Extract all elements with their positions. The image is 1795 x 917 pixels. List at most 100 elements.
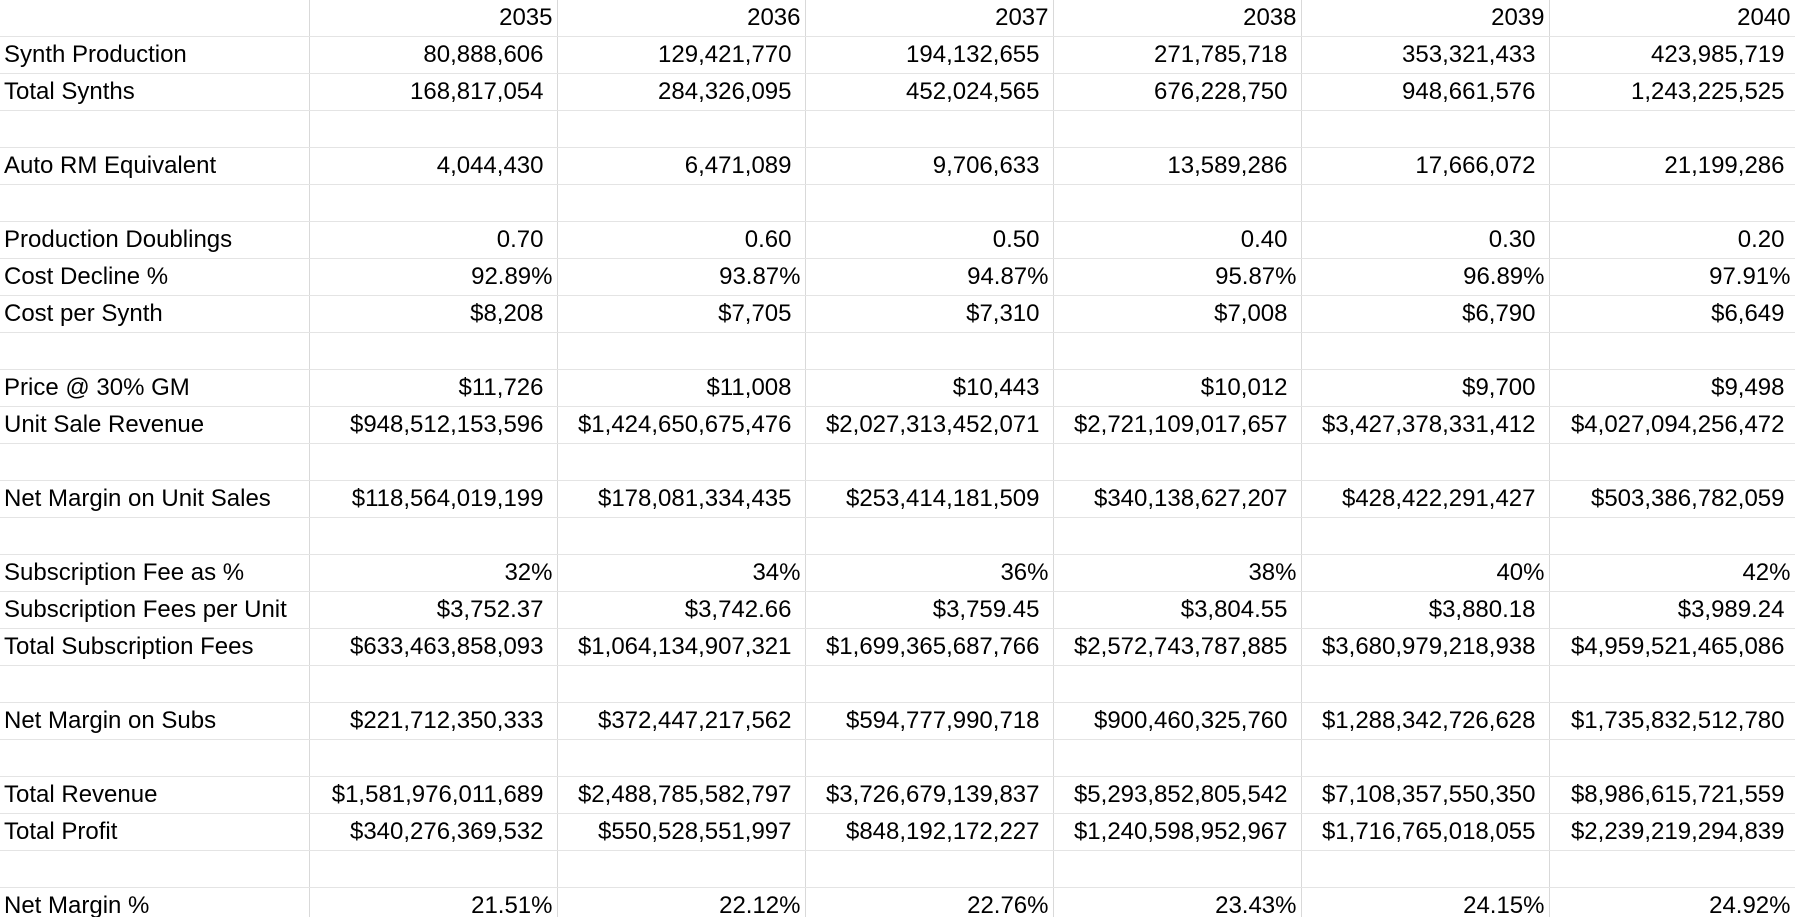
cell[interactable]: 0.30	[1301, 221, 1550, 259]
cell[interactable]: 0.50	[805, 221, 1054, 259]
cell[interactable]: $2,572,743,787,885	[1053, 628, 1302, 666]
cell[interactable]	[1301, 850, 1550, 888]
cell[interactable]: $11,008	[557, 369, 806, 407]
cell[interactable]	[1549, 443, 1795, 481]
cell[interactable]	[1053, 665, 1302, 703]
year-header-2037[interactable]: 2037	[805, 0, 1054, 37]
cell[interactable]	[805, 739, 1054, 777]
row-label[interactable]	[0, 443, 310, 481]
cell[interactable]	[1549, 517, 1795, 555]
cell[interactable]: 80,888,606	[309, 36, 558, 74]
cell[interactable]: $6,649	[1549, 295, 1795, 333]
cell[interactable]	[1301, 517, 1550, 555]
row-label[interactable]: Total Profit	[0, 813, 310, 851]
row-label[interactable]: Subscription Fees per Unit	[0, 591, 310, 629]
cell[interactable]: 24.15%	[1301, 887, 1550, 917]
cell[interactable]	[557, 850, 806, 888]
row-label[interactable]: Net Margin on Unit Sales	[0, 480, 310, 518]
cell[interactable]: 94.87%	[805, 258, 1054, 296]
cell[interactable]: $340,138,627,207	[1053, 480, 1302, 518]
cell[interactable]	[309, 739, 558, 777]
cell[interactable]: $8,208	[309, 295, 558, 333]
cell[interactable]: $503,386,782,059	[1549, 480, 1795, 518]
cell[interactable]: $221,712,350,333	[309, 702, 558, 740]
cell[interactable]: 32%	[309, 554, 558, 592]
cell[interactable]: $9,700	[1301, 369, 1550, 407]
cell[interactable]: 948,661,576	[1301, 73, 1550, 111]
row-label[interactable]: Net Margin on Subs	[0, 702, 310, 740]
cell[interactable]	[1053, 443, 1302, 481]
cell[interactable]	[557, 443, 806, 481]
cell[interactable]: $10,443	[805, 369, 1054, 407]
cell[interactable]	[1053, 517, 1302, 555]
cell[interactable]: $3,989.24	[1549, 591, 1795, 629]
cell[interactable]	[557, 739, 806, 777]
cell[interactable]: 452,024,565	[805, 73, 1054, 111]
cell[interactable]	[557, 665, 806, 703]
cell[interactable]: 4,044,430	[309, 147, 558, 185]
cell[interactable]	[1549, 739, 1795, 777]
cell[interactable]: 6,471,089	[557, 147, 806, 185]
row-label[interactable]: Cost Decline %	[0, 258, 310, 296]
cell[interactable]	[1301, 184, 1550, 222]
cell[interactable]	[309, 517, 558, 555]
cell[interactable]: $7,705	[557, 295, 806, 333]
cell[interactable]	[1549, 110, 1795, 148]
cell[interactable]: $1,240,598,952,967	[1053, 813, 1302, 851]
year-header-2035[interactable]: 2035	[309, 0, 558, 37]
cell[interactable]: $3,427,378,331,412	[1301, 406, 1550, 444]
cell[interactable]: 423,985,719	[1549, 36, 1795, 74]
cell[interactable]	[309, 665, 558, 703]
cell[interactable]: $178,081,334,435	[557, 480, 806, 518]
cell[interactable]: $1,716,765,018,055	[1301, 813, 1550, 851]
cell[interactable]	[1053, 739, 1302, 777]
cell[interactable]	[805, 517, 1054, 555]
row-label[interactable]: Total Subscription Fees	[0, 628, 310, 666]
cell[interactable]	[805, 665, 1054, 703]
cell[interactable]	[1301, 443, 1550, 481]
cell[interactable]	[1301, 110, 1550, 148]
cell[interactable]: 271,785,718	[1053, 36, 1302, 74]
cell[interactable]: $340,276,369,532	[309, 813, 558, 851]
row-label[interactable]	[0, 517, 310, 555]
cell[interactable]: $4,027,094,256,472	[1549, 406, 1795, 444]
cell[interactable]: $3,742.66	[557, 591, 806, 629]
cell[interactable]: $2,239,219,294,839	[1549, 813, 1795, 851]
cell[interactable]	[805, 332, 1054, 370]
cell[interactable]	[1301, 665, 1550, 703]
cell[interactable]: 36%	[805, 554, 1054, 592]
cell[interactable]: 1,243,225,525	[1549, 73, 1795, 111]
row-label[interactable]: Cost per Synth	[0, 295, 310, 333]
cell[interactable]: $9,498	[1549, 369, 1795, 407]
cell[interactable]	[805, 184, 1054, 222]
cell[interactable]: $6,790	[1301, 295, 1550, 333]
row-label[interactable]: Total Synths	[0, 73, 310, 111]
cell[interactable]: $1,699,365,687,766	[805, 628, 1054, 666]
cell[interactable]: 129,421,770	[557, 36, 806, 74]
cell[interactable]: 353,321,433	[1301, 36, 1550, 74]
cell[interactable]: $7,108,357,550,350	[1301, 776, 1550, 814]
cell[interactable]: $948,512,153,596	[309, 406, 558, 444]
cell[interactable]: $633,463,858,093	[309, 628, 558, 666]
cell[interactable]	[1549, 665, 1795, 703]
cell[interactable]: $3,680,979,218,938	[1301, 628, 1550, 666]
cell[interactable]: 42%	[1549, 554, 1795, 592]
cell[interactable]	[1053, 184, 1302, 222]
cell[interactable]	[1549, 850, 1795, 888]
row-label[interactable]: Subscription Fee as %	[0, 554, 310, 592]
cell[interactable]: $5,293,852,805,542	[1053, 776, 1302, 814]
cell[interactable]: $3,752.37	[309, 591, 558, 629]
cell[interactable]: $2,488,785,582,797	[557, 776, 806, 814]
row-label[interactable]: Synth Production	[0, 36, 310, 74]
cell[interactable]: $1,288,342,726,628	[1301, 702, 1550, 740]
cell[interactable]: 9,706,633	[805, 147, 1054, 185]
cell[interactable]: $1,735,832,512,780	[1549, 702, 1795, 740]
cell[interactable]: 0.70	[309, 221, 558, 259]
cell[interactable]: $1,064,134,907,321	[557, 628, 806, 666]
year-header-2039[interactable]: 2039	[1301, 0, 1550, 37]
cell[interactable]: 17,666,072	[1301, 147, 1550, 185]
cell[interactable]: 0.20	[1549, 221, 1795, 259]
cell[interactable]: 676,228,750	[1053, 73, 1302, 111]
row-label[interactable]	[0, 665, 310, 703]
cell[interactable]: $3,759.45	[805, 591, 1054, 629]
